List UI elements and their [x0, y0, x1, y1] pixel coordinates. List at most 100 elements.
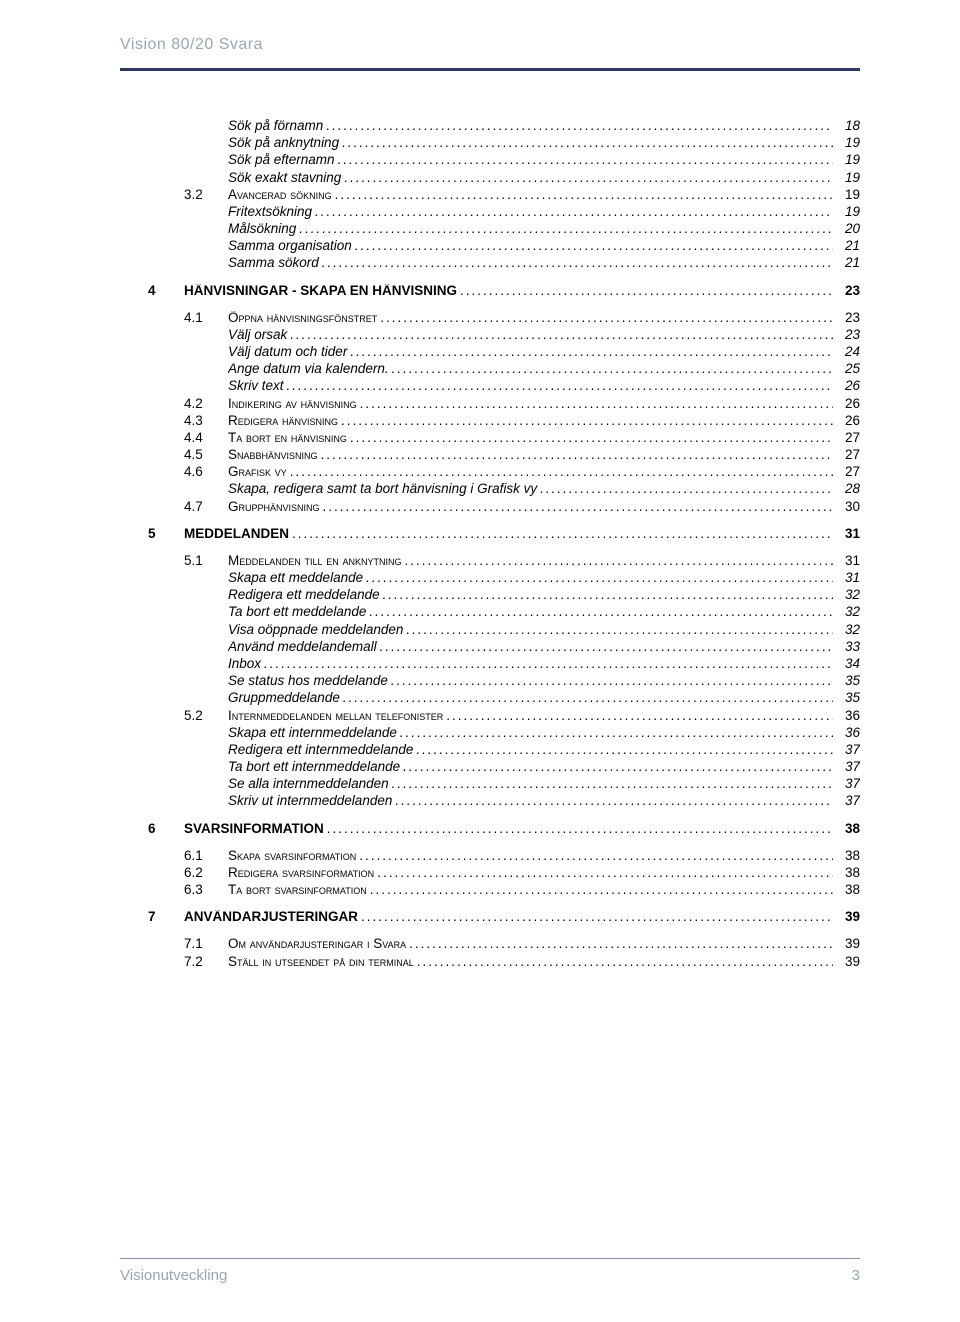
toc-row[interactable]: 4.2Indikering av hänvisning26: [184, 397, 860, 411]
toc-leader: [400, 726, 833, 740]
toc-row[interactable]: Fritextsökning19: [228, 205, 860, 219]
toc-row[interactable]: 4.4Ta bort en hänvisning27: [184, 431, 860, 445]
toc-page: 39: [836, 937, 860, 951]
toc-row[interactable]: Välj datum och tider24: [228, 345, 860, 359]
toc-leader: [405, 554, 833, 568]
toc-row[interactable]: 3.2Avancerad sökning19: [184, 188, 860, 202]
toc-number: 4.5: [184, 448, 228, 462]
toc-row[interactable]: 4HÄNVISNINGAR - SKAPA EN HÄNVISNING23: [148, 284, 860, 298]
toc-page: 26: [836, 414, 860, 428]
toc-label: Målsökning: [228, 222, 296, 236]
toc-page: 19: [836, 153, 860, 167]
toc-label: Ange datum via kalendern.: [228, 362, 389, 376]
toc-row[interactable]: Skriv ut internmeddelanden37: [228, 794, 860, 808]
toc-label: Inbox: [228, 657, 261, 671]
toc-row[interactable]: Visa oöppnade meddelanden32: [228, 623, 860, 637]
toc-leader: [290, 328, 833, 342]
toc-row[interactable]: Skapa ett internmeddelande36: [228, 726, 860, 740]
toc-label: Visa oöppnade meddelanden: [228, 623, 403, 637]
toc-row[interactable]: Skriv text26: [228, 379, 860, 393]
toc-row[interactable]: Sök på anknytning19: [228, 136, 860, 150]
toc-row[interactable]: 5.1Meddelanden till en anknytning31: [184, 554, 860, 568]
toc-row[interactable]: Skapa, redigera samt ta bort hänvisning …: [228, 482, 860, 496]
toc-page: 31: [836, 571, 860, 585]
toc-row[interactable]: 4.6Grafisk vy27: [184, 465, 860, 479]
toc-number: 6: [148, 822, 184, 836]
toc-page: 19: [836, 136, 860, 150]
toc-page: 23: [836, 311, 860, 325]
toc-number: 4.3: [184, 414, 228, 428]
toc-label: Grafisk vy: [228, 465, 287, 479]
header-title: Vision 80/20 Svara: [120, 36, 860, 54]
toc-row[interactable]: 4.1Öppna hänvisningsfönstret23: [184, 311, 860, 325]
toc-leader: [361, 910, 833, 924]
toc-label: Om användarjusteringar i Svara: [228, 937, 406, 951]
toc-label: Gruppmeddelande: [228, 691, 340, 705]
toc-leader: [290, 465, 833, 479]
toc-row[interactable]: Ta bort ett internmeddelande37: [228, 760, 860, 774]
toc-gap: [120, 927, 860, 937]
toc-label: Skapa svarsinformation: [228, 849, 356, 863]
toc-leader: [338, 153, 833, 167]
toc-row[interactable]: Välj orsak23: [228, 328, 860, 342]
toc-label: Sök exakt stavning: [228, 171, 341, 185]
toc-page: 19: [836, 188, 860, 202]
footer-rule: [120, 1258, 860, 1259]
toc-gap: [120, 274, 860, 284]
toc-leader: [323, 500, 833, 514]
toc-row[interactable]: Ange datum via kalendern.25: [228, 362, 860, 376]
toc-gap: [120, 544, 860, 554]
toc-row[interactable]: Ta bort ett meddelande32: [228, 605, 860, 619]
toc-row[interactable]: 6SVARSINFORMATION38: [148, 822, 860, 836]
toc-page: 36: [836, 726, 860, 740]
toc-row[interactable]: Samma sökord21: [228, 256, 860, 270]
toc-label: Skriv text: [228, 379, 284, 393]
toc-page: 27: [836, 465, 860, 479]
toc-row[interactable]: Använd meddelandemall33: [228, 640, 860, 654]
toc-page: 37: [836, 777, 860, 791]
toc-row[interactable]: Sök på förnamn18: [228, 119, 860, 133]
toc-row[interactable]: Se alla internmeddelanden37: [228, 777, 860, 791]
toc-row[interactable]: Redigera ett meddelande32: [228, 588, 860, 602]
toc-page: 38: [836, 866, 860, 880]
toc-row[interactable]: Gruppmeddelande35: [228, 691, 860, 705]
toc-row[interactable]: 5MEDDELANDEN31: [148, 527, 860, 541]
toc-label: Ställ in utseendet på din terminal: [228, 955, 414, 969]
toc-row[interactable]: Se status hos meddelande35: [228, 674, 860, 688]
toc-label: Skapa ett meddelande: [228, 571, 363, 585]
toc-row[interactable]: 4.7Grupphänvisning30: [184, 500, 860, 514]
toc-leader: [287, 379, 833, 393]
toc-row[interactable]: 6.2Redigera svarsinformation38: [184, 866, 860, 880]
toc-leader: [343, 691, 833, 705]
toc-leader: [391, 674, 833, 688]
toc-row[interactable]: Målsökning20: [228, 222, 860, 236]
toc-leader: [292, 527, 833, 541]
toc-row[interactable]: 6.3Ta bort svarsinformation38: [184, 883, 860, 897]
toc-row[interactable]: Inbox34: [228, 657, 860, 671]
toc-leader: [370, 883, 833, 897]
toc-label: Redigera hänvisning: [228, 414, 338, 428]
toc-row[interactable]: Skapa ett meddelande 31: [228, 571, 860, 585]
toc-row[interactable]: Sök på efternamn19: [228, 153, 860, 167]
toc-leader: [416, 743, 833, 757]
toc-page: 33: [836, 640, 860, 654]
toc-page: 39: [836, 955, 860, 969]
toc-page: 36: [836, 709, 860, 723]
toc-row[interactable]: 7ANVÄNDARJUSTERINGAR39: [148, 910, 860, 924]
toc-leader: [341, 414, 833, 428]
toc-row[interactable]: 4.5Snabbhänvisning27: [184, 448, 860, 462]
toc-page: 19: [836, 205, 860, 219]
toc-leader: [403, 760, 833, 774]
toc-row[interactable]: 5.2Internmeddelanden mellan telefonister…: [184, 709, 860, 723]
toc-row[interactable]: 4.3Redigera hänvisning 26: [184, 414, 860, 428]
toc-row[interactable]: 6.1Skapa svarsinformation38: [184, 849, 860, 863]
toc-row[interactable]: Redigera ett internmeddelande37: [228, 743, 860, 757]
toc-row[interactable]: Samma organisation21: [228, 239, 860, 253]
toc-row[interactable]: Sök exakt stavning19: [228, 171, 860, 185]
toc-page: 38: [836, 849, 860, 863]
toc-leader: [380, 311, 833, 325]
toc-row[interactable]: 7.1Om användarjusteringar i Svara39: [184, 937, 860, 951]
toc-label: MEDDELANDEN: [184, 527, 289, 541]
toc-row[interactable]: 7.2Ställ in utseendet på din terminal39: [184, 955, 860, 969]
toc-page: 27: [836, 448, 860, 462]
